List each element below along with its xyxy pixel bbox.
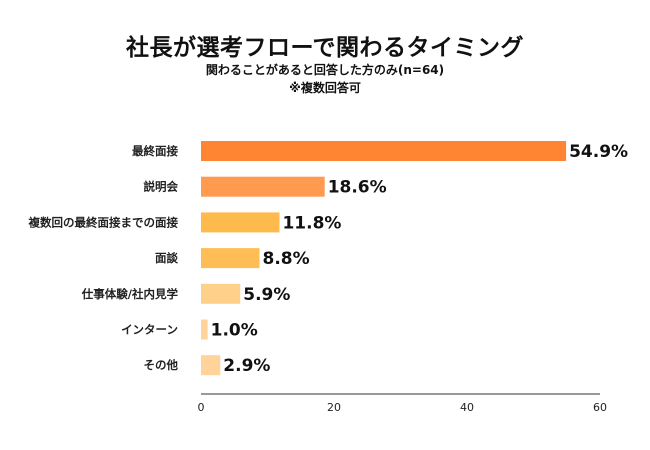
value-label-2: 11.8% <box>282 213 341 233</box>
x-tick-label-3: 60 <box>593 401 607 414</box>
value-label-5: 1.0% <box>211 321 258 341</box>
bar-0 <box>201 141 567 161</box>
chart-note: ※複数回答可 <box>289 81 361 95</box>
bar-2 <box>201 212 280 233</box>
chart-subtitle: 関わることがあると回答した方のみ(n=64) <box>205 63 445 77</box>
bar-1 <box>201 176 325 197</box>
chart-title: 社長が選考フローで関わるタイミング <box>125 35 525 61</box>
x-tick-label-0: 0 <box>198 401 205 414</box>
value-label-4: 5.9% <box>243 285 290 305</box>
value-label-3: 8.8% <box>263 249 310 269</box>
bar-5 <box>201 319 208 340</box>
value-label-0: 54.9% <box>569 142 628 162</box>
bar-6 <box>201 355 221 376</box>
category-label-1: 説明会 <box>144 180 179 194</box>
category-label-3: 面談 <box>155 251 178 265</box>
bar-4 <box>201 283 241 304</box>
value-labels: 54.9% 18.6% 11.8% 8.8% 5.9% 1.0% 2.9% <box>211 142 628 376</box>
category-label-6: その他 <box>144 358 179 372</box>
x-axis-ticks: 0 20 40 60 <box>198 401 608 414</box>
category-label-4: 仕事体験/社内見学 <box>81 287 179 301</box>
value-label-6: 2.9% <box>223 356 270 376</box>
category-label-0: 最終面接 <box>132 144 178 158</box>
x-tick-label-2: 40 <box>460 401 474 414</box>
bar-3 <box>201 248 260 269</box>
x-tick-label-1: 20 <box>327 401 341 414</box>
bars-group <box>201 141 567 376</box>
category-label-5: インターン <box>121 323 178 337</box>
value-label-1: 18.6% <box>328 178 387 198</box>
category-label-2: 複数回の最終面接までの面接 <box>28 215 179 229</box>
